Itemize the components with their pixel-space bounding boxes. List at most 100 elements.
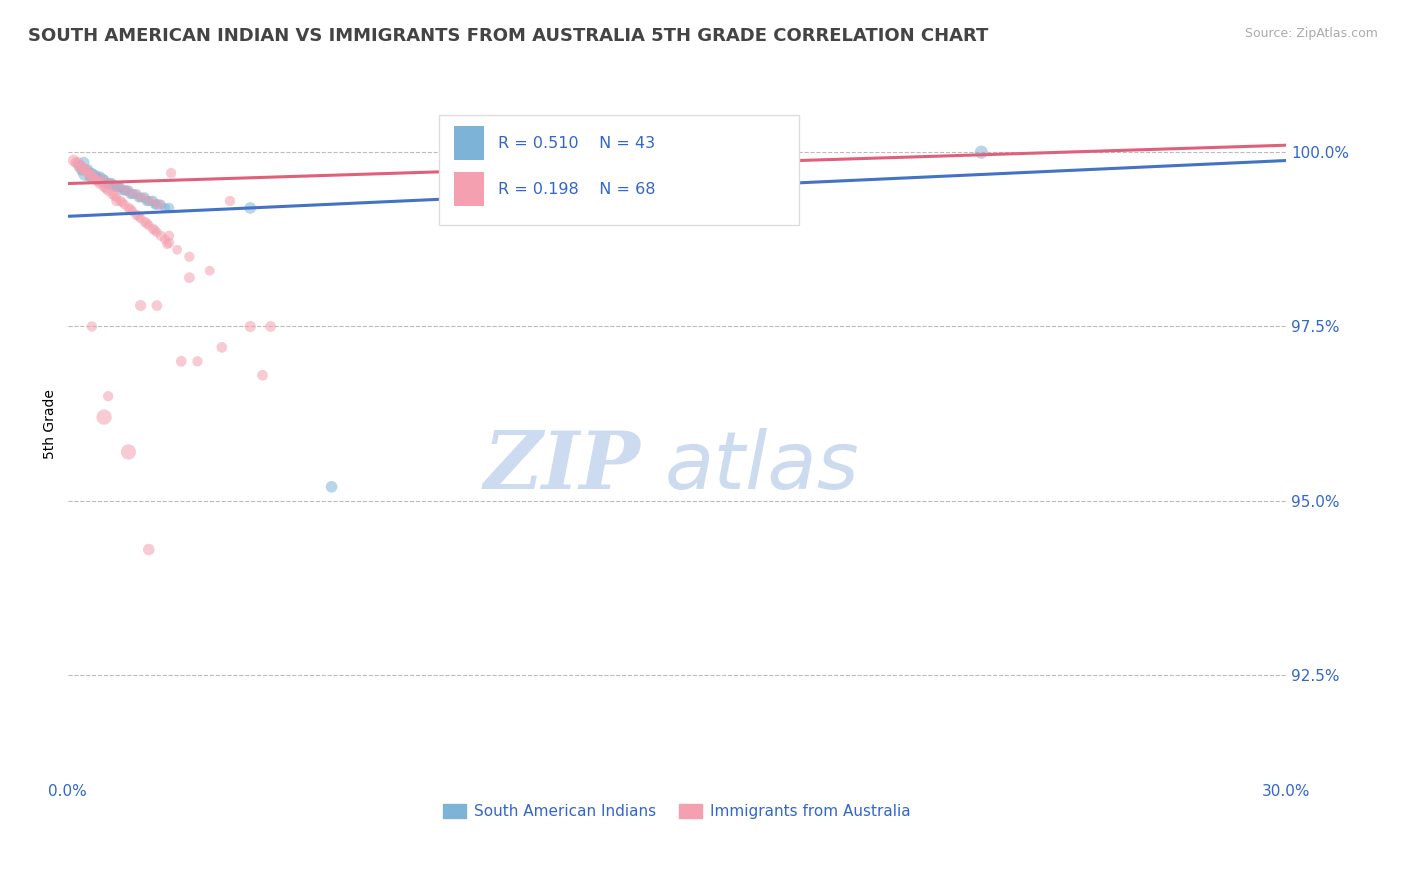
- Point: [259, 319, 281, 334]
- Point: [131, 190, 153, 204]
- Point: [142, 194, 165, 208]
- Point: [153, 201, 176, 215]
- Point: [65, 155, 87, 169]
- Point: [66, 155, 89, 169]
- Point: [146, 299, 169, 313]
- Point: [149, 197, 172, 211]
- Point: [727, 145, 749, 160]
- Point: [112, 184, 135, 198]
- Point: [83, 169, 105, 184]
- Point: [970, 145, 993, 160]
- Point: [80, 169, 103, 184]
- Point: [117, 445, 139, 459]
- Point: [97, 389, 120, 403]
- Point: [93, 180, 115, 194]
- Point: [125, 186, 148, 201]
- Point: [75, 166, 97, 180]
- Point: [105, 180, 128, 194]
- Point: [129, 211, 152, 226]
- Point: [135, 216, 157, 230]
- Point: [115, 184, 138, 198]
- Point: [84, 169, 107, 184]
- Text: atlas: atlas: [665, 428, 859, 506]
- Point: [93, 410, 115, 425]
- Point: [121, 186, 143, 201]
- Point: [69, 159, 91, 173]
- Point: [103, 180, 125, 194]
- Point: [94, 177, 117, 191]
- Point: [70, 161, 93, 175]
- Point: [146, 225, 169, 239]
- Point: [89, 169, 111, 184]
- Point: [186, 354, 208, 368]
- Y-axis label: 5th Grade: 5th Grade: [44, 389, 58, 459]
- Point: [91, 173, 114, 187]
- Legend: South American Indians, Immigrants from Australia: South American Indians, Immigrants from …: [437, 798, 917, 825]
- FancyBboxPatch shape: [439, 115, 799, 225]
- Point: [110, 180, 132, 194]
- Point: [134, 215, 156, 229]
- Point: [69, 159, 91, 173]
- Point: [120, 202, 142, 217]
- Point: [124, 186, 146, 201]
- Point: [93, 173, 115, 187]
- Point: [111, 195, 134, 210]
- Point: [157, 235, 180, 250]
- Point: [83, 169, 105, 184]
- Point: [112, 197, 135, 211]
- Point: [110, 194, 132, 208]
- Text: R = 0.510    N = 43: R = 0.510 N = 43: [498, 136, 655, 151]
- Point: [211, 340, 233, 354]
- Point: [219, 194, 242, 208]
- Point: [125, 208, 148, 222]
- Point: [138, 194, 160, 208]
- Text: SOUTH AMERICAN INDIAN VS IMMIGRANTS FROM AUSTRALIA 5TH GRADE CORRELATION CHART: SOUTH AMERICAN INDIAN VS IMMIGRANTS FROM…: [28, 27, 988, 45]
- Text: Source: ZipAtlas.com: Source: ZipAtlas.com: [1244, 27, 1378, 40]
- Point: [153, 232, 176, 246]
- Point: [139, 194, 162, 208]
- Point: [111, 184, 134, 198]
- Point: [321, 480, 343, 494]
- Point: [75, 162, 97, 177]
- Point: [79, 168, 101, 182]
- Point: [134, 190, 156, 204]
- FancyBboxPatch shape: [454, 126, 484, 161]
- Point: [98, 177, 121, 191]
- Point: [252, 368, 274, 383]
- Point: [198, 263, 221, 277]
- Point: [87, 174, 110, 188]
- Point: [73, 162, 96, 177]
- Point: [148, 197, 170, 211]
- Point: [97, 177, 120, 191]
- Point: [105, 194, 128, 208]
- Point: [76, 166, 98, 180]
- Point: [62, 153, 84, 168]
- Point: [146, 197, 169, 211]
- Point: [179, 270, 201, 285]
- Point: [239, 319, 262, 334]
- Point: [70, 162, 93, 177]
- Point: [91, 173, 114, 187]
- Point: [142, 222, 165, 236]
- Point: [79, 169, 101, 184]
- Point: [138, 542, 160, 557]
- Point: [143, 223, 166, 237]
- Point: [80, 319, 103, 334]
- Text: R = 0.198    N = 68: R = 0.198 N = 68: [498, 182, 655, 197]
- Point: [138, 219, 160, 233]
- Point: [120, 186, 142, 201]
- Point: [129, 190, 152, 204]
- Point: [73, 155, 96, 169]
- Point: [149, 228, 172, 243]
- Point: [103, 188, 125, 202]
- FancyBboxPatch shape: [454, 172, 484, 206]
- Point: [89, 177, 111, 191]
- Point: [239, 201, 262, 215]
- Point: [157, 228, 180, 243]
- Point: [101, 186, 124, 201]
- Point: [121, 204, 143, 219]
- Point: [179, 250, 201, 264]
- Point: [128, 190, 150, 204]
- Point: [129, 299, 152, 313]
- Point: [84, 173, 107, 187]
